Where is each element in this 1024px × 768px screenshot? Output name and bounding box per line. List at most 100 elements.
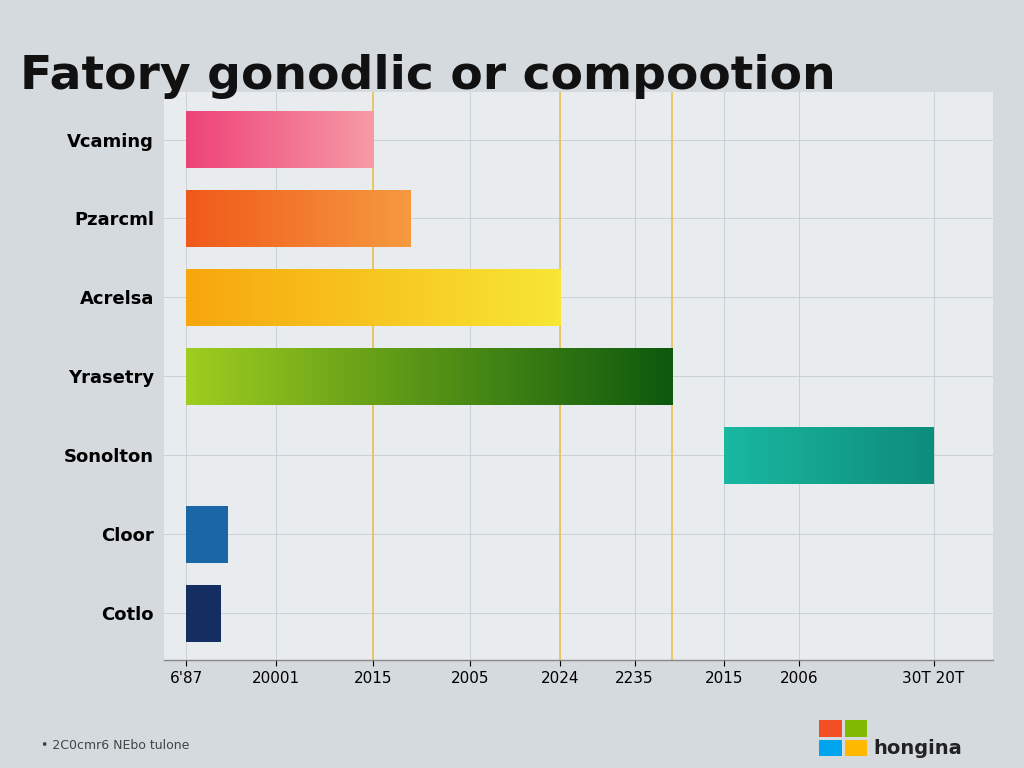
Bar bbox=[187, 584, 188, 641]
Bar bbox=[761, 427, 763, 484]
Bar bbox=[255, 190, 258, 247]
Bar bbox=[668, 348, 673, 405]
Bar bbox=[219, 348, 223, 405]
Bar bbox=[771, 427, 774, 484]
Bar bbox=[223, 190, 226, 247]
Bar bbox=[211, 506, 212, 563]
Bar bbox=[309, 190, 312, 247]
Bar bbox=[794, 427, 797, 484]
Bar bbox=[204, 584, 205, 641]
Bar bbox=[835, 427, 837, 484]
Bar bbox=[904, 427, 906, 484]
Bar bbox=[438, 269, 442, 326]
Bar bbox=[334, 111, 337, 168]
Bar bbox=[332, 348, 337, 405]
Bar bbox=[210, 506, 211, 563]
Bar bbox=[401, 190, 403, 247]
Bar bbox=[342, 111, 344, 168]
Bar bbox=[206, 584, 207, 641]
Bar bbox=[392, 269, 395, 326]
Bar bbox=[258, 111, 260, 168]
Bar bbox=[735, 427, 737, 484]
Bar bbox=[210, 584, 211, 641]
Bar bbox=[194, 506, 195, 563]
Bar bbox=[840, 427, 842, 484]
Bar bbox=[223, 269, 227, 326]
Bar bbox=[318, 190, 322, 247]
Bar bbox=[191, 584, 193, 641]
Bar bbox=[207, 190, 210, 247]
Bar bbox=[781, 427, 784, 484]
Bar bbox=[433, 348, 438, 405]
Bar bbox=[211, 584, 212, 641]
Bar bbox=[918, 427, 921, 484]
Bar bbox=[228, 111, 230, 168]
Bar bbox=[315, 348, 321, 405]
Bar bbox=[914, 427, 916, 484]
Bar bbox=[570, 348, 575, 405]
Bar bbox=[330, 269, 334, 326]
Bar bbox=[220, 111, 223, 168]
Bar bbox=[356, 190, 358, 247]
Bar bbox=[403, 190, 406, 247]
Bar bbox=[188, 584, 189, 641]
Bar bbox=[211, 584, 212, 641]
Bar bbox=[219, 584, 220, 641]
Bar bbox=[276, 269, 281, 326]
Bar bbox=[364, 269, 368, 326]
Bar bbox=[197, 584, 198, 641]
Bar bbox=[324, 348, 329, 405]
Bar bbox=[300, 190, 303, 247]
Bar bbox=[441, 348, 446, 405]
Bar bbox=[218, 584, 219, 641]
Bar bbox=[234, 190, 238, 247]
Bar bbox=[190, 506, 191, 563]
Bar bbox=[514, 348, 519, 405]
Bar bbox=[408, 269, 412, 326]
Bar bbox=[286, 269, 290, 326]
Bar bbox=[187, 506, 188, 563]
Bar bbox=[186, 348, 191, 405]
Bar bbox=[352, 348, 357, 405]
Bar bbox=[199, 348, 203, 405]
Bar bbox=[264, 269, 268, 326]
Bar bbox=[224, 506, 225, 563]
Bar bbox=[280, 269, 284, 326]
Bar bbox=[435, 269, 439, 326]
Bar bbox=[870, 427, 873, 484]
Bar bbox=[200, 506, 201, 563]
Bar bbox=[366, 111, 368, 168]
Bar bbox=[246, 111, 248, 168]
Bar bbox=[793, 427, 795, 484]
Bar bbox=[724, 427, 727, 484]
Bar bbox=[306, 190, 308, 247]
Bar bbox=[311, 269, 314, 326]
Bar bbox=[324, 269, 327, 326]
Bar bbox=[207, 506, 208, 563]
Bar bbox=[887, 427, 889, 484]
Bar bbox=[636, 348, 640, 405]
Bar bbox=[562, 348, 567, 405]
Bar bbox=[250, 190, 252, 247]
Bar bbox=[407, 190, 410, 247]
Bar bbox=[194, 111, 197, 168]
Bar bbox=[848, 427, 851, 484]
Bar bbox=[925, 427, 928, 484]
Bar bbox=[413, 348, 418, 405]
Bar bbox=[255, 269, 259, 326]
Bar bbox=[213, 584, 214, 641]
Bar bbox=[307, 190, 310, 247]
Bar bbox=[188, 190, 190, 247]
Bar bbox=[216, 111, 218, 168]
Bar bbox=[209, 584, 210, 641]
Bar bbox=[526, 348, 531, 405]
Bar bbox=[226, 269, 230, 326]
Bar bbox=[351, 111, 353, 168]
Bar bbox=[295, 269, 299, 326]
Bar bbox=[274, 190, 276, 247]
Bar bbox=[389, 348, 393, 405]
Bar bbox=[381, 190, 383, 247]
Bar bbox=[286, 111, 288, 168]
Bar bbox=[429, 269, 433, 326]
Bar bbox=[382, 269, 386, 326]
